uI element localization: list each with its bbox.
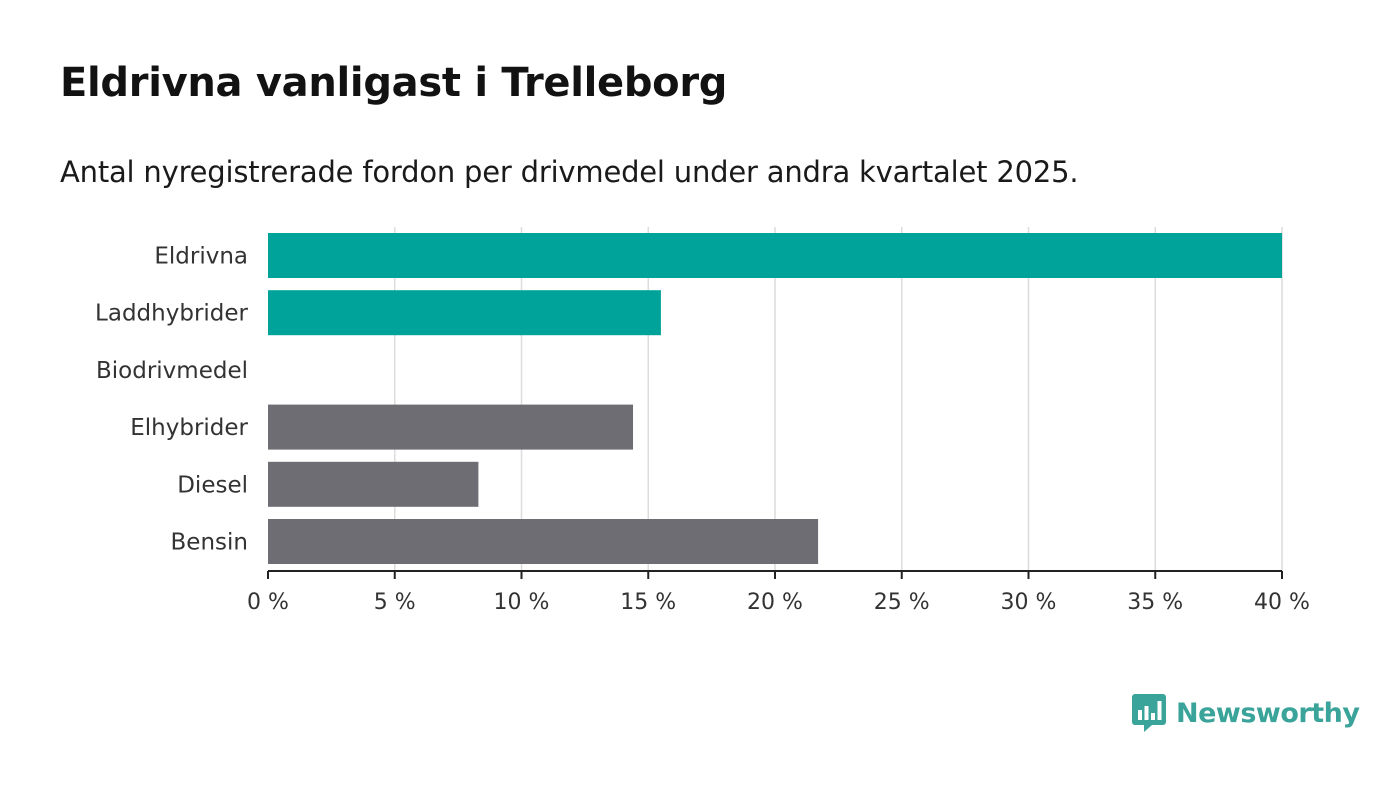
chart-title: Eldrivna vanligast i Trelleborg (60, 60, 728, 106)
x-tick-label: 35 % (1127, 590, 1183, 615)
x-tick-label: 0 % (247, 590, 289, 615)
x-axis: 0 % 5 % 10 % 15 % 20 % 25 % 30 % 35 % 40 % (247, 570, 1310, 615)
bar-diesel (268, 461, 479, 507)
category-label: Elhybrider (130, 415, 248, 441)
brand-name: Newsworthy (1176, 697, 1360, 729)
bar-laddhybrider (268, 290, 661, 336)
category-label: Eldrivna (154, 244, 248, 270)
category-labels: Eldrivna Laddhybrider Biodrivmedel Elhybrid… (95, 244, 248, 556)
x-tick-label: 20 % (747, 590, 803, 615)
category-label: Diesel (177, 472, 248, 498)
bar-bensin (268, 519, 819, 564)
bars (268, 233, 1282, 564)
x-tick-label: 25 % (874, 590, 930, 615)
chart-subtitle: Antal nyregistrerade fordon per drivmede… (60, 155, 1079, 189)
chart-bubble-icon (1132, 694, 1166, 732)
x-tick-label: 5 % (374, 590, 416, 615)
category-label: Laddhybrider (95, 301, 248, 327)
gridlines (394, 227, 1283, 571)
x-tick-label: 30 % (1001, 590, 1057, 615)
newsworthy-logo: Newsworthy (1131, 692, 1360, 734)
category-label: Biodrivmedel (96, 358, 248, 384)
bar-eldrivna (268, 233, 1282, 278)
x-tick-label: 15 % (620, 590, 676, 615)
category-label: Bensin (171, 530, 248, 556)
x-tick-label: 40 % (1254, 590, 1310, 615)
bar-elhybrider (268, 404, 634, 450)
x-tick-label: 10 % (494, 590, 550, 615)
